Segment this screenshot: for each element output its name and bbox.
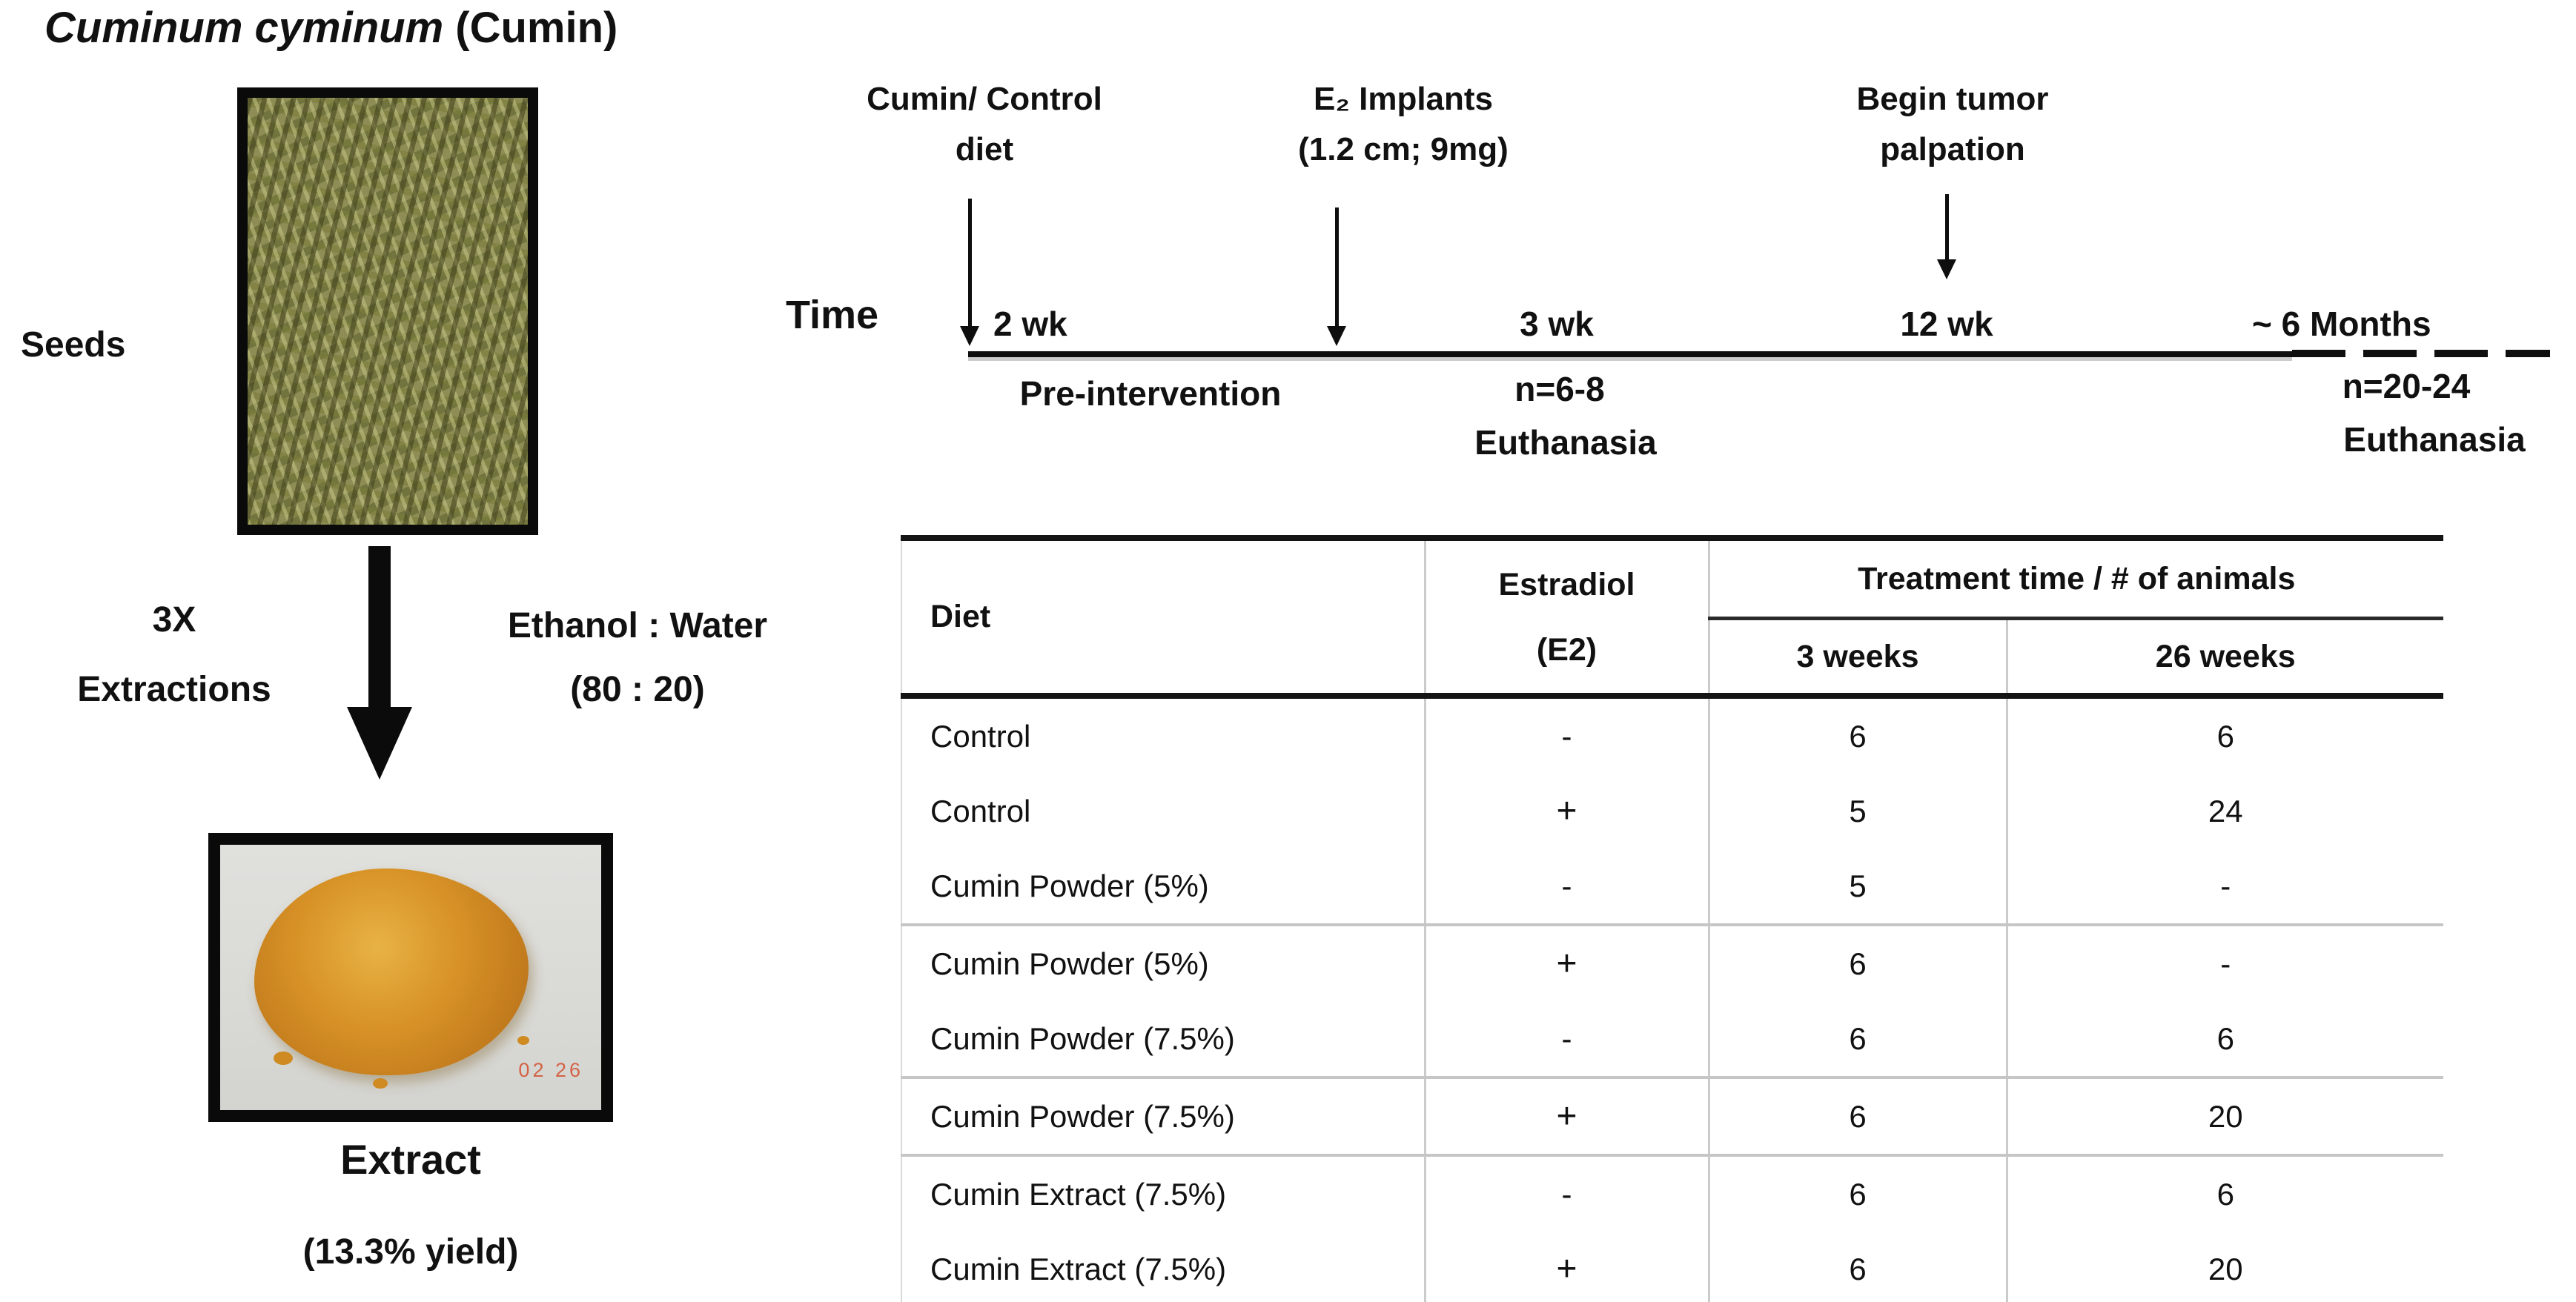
cell-3weeks: 5 <box>1707 848 2007 926</box>
pre-intervention-label: Pre-intervention <box>1019 374 1282 413</box>
cell-e2: - <box>1423 1001 1709 1079</box>
cell-3weeks: 5 <box>1707 774 2007 848</box>
figure-title: Cuminum cyminum (Cumin) <box>44 3 617 53</box>
solvent-label: Ethanol : Water (80 : 20) <box>434 594 841 722</box>
cell-26weeks: 24 <box>2005 774 2443 848</box>
cell-diet: Cumin Extract (7.5%) <box>901 1232 1425 1302</box>
seeds-label: Seeds <box>21 325 126 365</box>
mid-n-label: n=6-8 <box>1514 370 1605 408</box>
end-euthanasia-label: Euthanasia <box>2343 420 2526 459</box>
cell-diet: Cumin Powder (5%) <box>901 925 1425 1001</box>
cell-26weeks: 6 <box>2005 1155 2443 1232</box>
palpation-arrow-icon <box>1945 194 1949 261</box>
cell-3weeks: 6 <box>1707 1232 2007 1302</box>
cell-26weeks: - <box>2005 848 2443 926</box>
implant-arrow-icon <box>1335 207 1339 328</box>
cell-e2: + <box>1423 774 1709 848</box>
cell-diet: Cumin Extract (7.5%) <box>901 1155 1425 1232</box>
extractions-line2: Extractions <box>77 670 271 709</box>
column-header-diet: Diet <box>901 538 1425 699</box>
end-n-label: n=20-24 <box>2342 367 2471 405</box>
table-row: Control - 6 6 <box>901 696 2443 774</box>
cumin-seeds-photo <box>237 87 538 535</box>
mid-euthanasia-label: Euthanasia <box>1474 423 1657 462</box>
extract-label: Extract <box>340 1136 481 1183</box>
cell-e2: - <box>1423 1155 1709 1232</box>
cell-26weeks: 20 <box>2005 1077 2443 1157</box>
estradiol-line1: Estradiol <box>1498 566 1635 602</box>
table-row: Cumin Powder (7.5%) - 6 6 <box>901 1001 2443 1079</box>
column-header-estradiol: Estradiol (E2) <box>1423 538 1709 699</box>
cell-e2: + <box>1423 1077 1709 1157</box>
event-e2-line1: E₂ Implants <box>1313 81 1494 117</box>
tick-2wk: 2 wk <box>993 305 1067 343</box>
photo-datestamp: 02 26 <box>518 1059 583 1081</box>
event-diet-line1: Cumin/ Control <box>867 81 1102 117</box>
column-header-26weeks: 26 weeks <box>2005 618 2443 699</box>
cell-e2: + <box>1423 925 1709 1001</box>
table-row: Cumin Powder (7.5%) + 6 20 <box>901 1077 2443 1157</box>
cell-3weeks: 6 <box>1707 1155 2007 1232</box>
timeline-event-diet: Cumin/ Control diet <box>777 74 1192 175</box>
event-palpation-line2: palpation <box>1880 131 2025 167</box>
timeline-event-palpation: Begin tumor palpation <box>1745 74 2160 175</box>
diet-arrow-head-icon <box>960 326 979 346</box>
event-palpation-line1: Begin tumor <box>1856 81 2049 117</box>
solvent-line2: (80 : 20) <box>570 670 705 709</box>
implant-arrow-head-icon <box>1327 326 1346 346</box>
table-header: Diet Estradiol (E2) Treatment time / # o… <box>901 538 2443 699</box>
tick-12wk: 12 wk <box>1900 305 1993 343</box>
extractions-label: 3X Extractions <box>11 585 337 725</box>
extract-powder-mound <box>254 868 529 1076</box>
table-row: Cumin Powder (5%) + 6 - <box>901 925 2443 1001</box>
tick-3wk: 3 wk <box>1520 305 1594 343</box>
extractions-line1: 3X <box>152 600 196 640</box>
cell-diet: Control <box>901 696 1425 774</box>
cell-e2: - <box>1423 848 1709 926</box>
solvent-line1: Ethanol : Water <box>507 606 768 645</box>
table-row: Control + 5 24 <box>901 774 2443 848</box>
cell-3weeks: 6 <box>1707 1077 2007 1157</box>
powder-crumb <box>517 1035 529 1045</box>
cell-26weeks: 6 <box>2005 696 2443 774</box>
diet-arrow-icon <box>968 199 972 328</box>
cell-e2: + <box>1423 1232 1709 1302</box>
event-diet-line2: diet <box>955 131 1014 167</box>
cell-diet: Cumin Powder (7.5%) <box>901 1077 1425 1157</box>
cell-3weeks: 6 <box>1707 925 2007 1001</box>
species-name: Cuminum cyminum <box>44 4 444 52</box>
column-header-treatment-time: Treatment time / # of animals <box>1707 538 2443 620</box>
time-axis-label: Time <box>786 293 879 337</box>
timeline-event-e2-implants: E₂ Implants (1.2 cm; 9mg) <box>1196 74 1611 175</box>
cell-26weeks: - <box>2005 925 2443 1001</box>
powder-crumb <box>372 1078 388 1089</box>
cell-diet: Cumin Powder (5%) <box>901 848 1425 926</box>
tick-6months: ~ 6 Months <box>2252 305 2431 343</box>
cell-diet: Cumin Powder (7.5%) <box>901 1001 1425 1079</box>
table-row: Cumin Extract (7.5%) + 6 20 <box>901 1232 2443 1302</box>
powder-crumb <box>273 1052 293 1066</box>
extraction-arrow-head-icon <box>347 707 412 780</box>
species-common-name: (Cumin) <box>443 4 618 52</box>
cumin-extract-photo: 02 26 <box>208 833 613 1122</box>
cell-diet: Control <box>901 774 1425 848</box>
cell-3weeks: 6 <box>1707 696 2007 774</box>
estradiol-line2: (E2) <box>1536 631 1597 668</box>
event-e2-line2: (1.2 cm; 9mg) <box>1298 131 1509 167</box>
table-row: Cumin Powder (5%) - 5 - <box>901 848 2443 926</box>
cell-3weeks: 6 <box>1707 1001 2007 1079</box>
cell-26weeks: 6 <box>2005 1001 2443 1079</box>
table-row: Cumin Extract (7.5%) - 6 6 <box>901 1155 2443 1232</box>
cell-26weeks: 20 <box>2005 1232 2443 1302</box>
extraction-arrow-shaft-icon <box>368 546 391 708</box>
treatment-groups-table: Diet Estradiol (E2) Treatment time / # o… <box>901 535 2443 1302</box>
palpation-arrow-head-icon <box>1937 259 1956 279</box>
cell-e2: - <box>1423 696 1709 774</box>
yield-label: (13.3% yield) <box>302 1232 519 1272</box>
column-header-3weeks: 3 weeks <box>1707 618 2007 699</box>
timeline-axis <box>968 351 2292 357</box>
timeline-axis-dashed <box>2292 350 2550 357</box>
